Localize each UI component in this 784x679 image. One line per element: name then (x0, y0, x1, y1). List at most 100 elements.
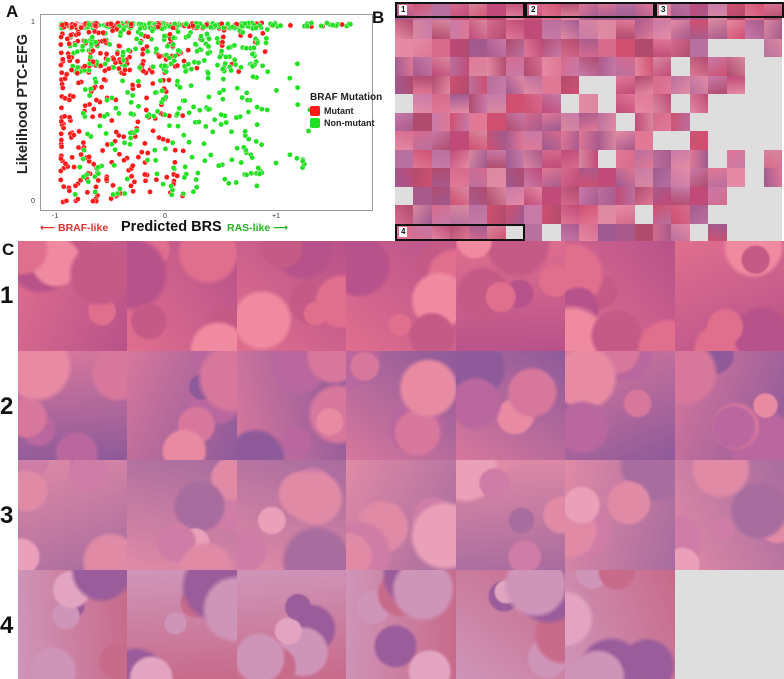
mosaic-tile (524, 94, 543, 113)
mosaic-tile (634, 205, 653, 224)
mosaic-tile (763, 168, 782, 187)
mosaic-tile (597, 205, 617, 224)
y-tick-0: 0 (31, 198, 35, 205)
mosaic-tile (505, 2, 524, 21)
histology-patch (236, 350, 347, 460)
mosaic-tile (524, 75, 543, 95)
mosaic-tile (597, 168, 617, 187)
mosaic-tile (505, 223, 524, 242)
mosaic-tile (597, 57, 617, 76)
mosaic-tile (763, 205, 782, 224)
cluster-box-number: 2 (529, 5, 538, 15)
y-axis-label: Likelihood PTC-EFG (15, 33, 31, 175)
mosaic-tile (395, 205, 414, 224)
mosaic-tile (616, 149, 635, 169)
mosaic-tile (450, 20, 469, 39)
legend-title: BRAF Mutation (310, 92, 383, 103)
mosaic-tile (505, 38, 524, 58)
mosaic-tile (468, 149, 488, 169)
mosaic-tile (745, 186, 764, 206)
mosaic-tile (487, 57, 506, 76)
non-mutant-swatch (310, 118, 320, 128)
mutant-swatch (310, 106, 320, 116)
mosaic-tile (689, 205, 709, 224)
mosaic-tile (468, 112, 488, 132)
histology-patch (346, 569, 456, 679)
mosaic-tile (395, 94, 414, 113)
mosaic-tile (468, 94, 488, 113)
x-axis-label: Predicted BRS (121, 219, 222, 235)
mosaic-tile (395, 75, 414, 95)
mosaic-tile (763, 94, 782, 113)
panel-a-letter: A (6, 2, 19, 21)
mosaic-tile (487, 186, 506, 206)
histology-patch (565, 460, 675, 570)
mosaic-tile (487, 75, 506, 95)
mosaic-tile (634, 131, 653, 150)
mosaic-tile (671, 223, 690, 242)
mosaic-tile (431, 205, 451, 224)
mosaic-tile (524, 168, 543, 187)
mosaic-tile (560, 149, 580, 169)
mosaic-tile (616, 131, 635, 150)
mosaic-tile (413, 149, 432, 169)
mosaic-tile (413, 205, 432, 224)
mosaic-tile (431, 94, 451, 113)
mosaic-tile (524, 20, 543, 39)
mosaic-tile (524, 186, 543, 206)
x-tick-pos1: +1 (272, 213, 280, 220)
histology-patch (674, 460, 784, 570)
x-tick-0: 0 (163, 213, 167, 220)
mosaic-tile (708, 186, 727, 206)
mosaic-tile (450, 186, 469, 206)
mosaic-tile (395, 57, 414, 76)
histology-patch (346, 460, 456, 570)
mosaic-tile (689, 168, 709, 187)
mosaic-tile (726, 149, 746, 169)
mosaic-tile (745, 112, 764, 132)
mosaic-tile (431, 223, 451, 242)
mosaic-tile (634, 57, 653, 76)
mosaic-tile (431, 112, 451, 132)
histology-patch (674, 350, 784, 460)
mosaic-tile (597, 20, 617, 39)
mosaic-tile (689, 149, 709, 169)
mosaic-tile (468, 38, 488, 58)
mosaic-tile (671, 2, 690, 21)
mosaic-tile (542, 112, 561, 132)
mosaic-tile (634, 149, 653, 169)
mosaic-tile (413, 38, 432, 58)
mosaic-tile (579, 2, 598, 21)
left-arrow-icon: ⟵ (40, 222, 58, 234)
histology-patch (565, 241, 675, 351)
mosaic-tile (597, 94, 617, 113)
mosaic-tile (413, 57, 432, 76)
mosaic-tile (395, 186, 414, 206)
histology-patch (18, 569, 128, 679)
mosaic-tile (689, 94, 709, 113)
y-tick-1: 1 (31, 19, 35, 26)
histology-patch (236, 241, 347, 351)
mosaic-tile (634, 223, 653, 242)
empty-patch (674, 569, 784, 679)
mosaic-tile (726, 94, 746, 113)
mosaic-tile (413, 75, 432, 95)
mosaic-tile (616, 2, 635, 21)
mosaic-tile (579, 57, 598, 76)
histology-patch (455, 241, 566, 351)
mosaic-tile (745, 205, 764, 224)
cluster-box-1: 1 (395, 2, 525, 18)
mosaic-tile (671, 149, 690, 169)
mosaic-tile (763, 2, 782, 21)
mosaic-tile (413, 168, 432, 187)
mosaic-tile (560, 94, 580, 113)
mosaic-tile (708, 38, 727, 58)
mosaic-tile (413, 20, 432, 39)
mosaic-tile (450, 38, 469, 58)
mosaic-tile (560, 57, 580, 76)
histology-patch (346, 241, 456, 351)
mosaic-tile (597, 75, 617, 95)
mosaic-tile (763, 112, 782, 132)
row-label-3: 3 (0, 502, 14, 529)
mosaic-tile (487, 131, 506, 150)
